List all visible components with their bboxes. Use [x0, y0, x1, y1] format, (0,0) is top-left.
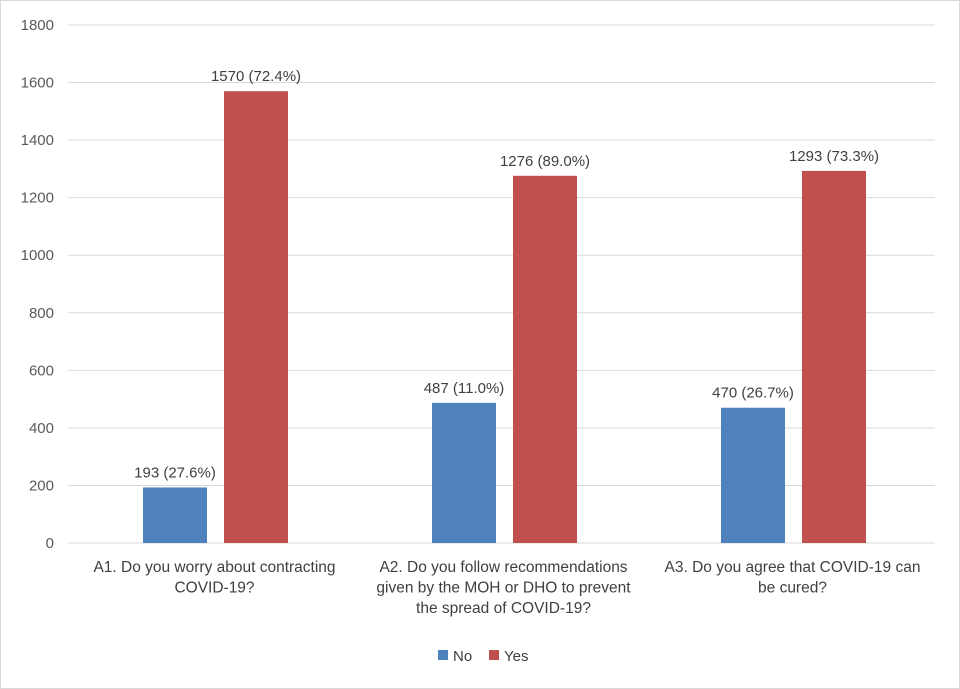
y-tick-label: 1600 [21, 75, 54, 92]
bar-no-1 [143, 487, 207, 543]
y-tick-label: 1800 [21, 17, 54, 34]
y-tick-label: 1400 [21, 132, 54, 149]
data-label-yes-3: 1293 (73.3%) [789, 148, 879, 165]
bar-no-2 [432, 402, 496, 543]
data-label-yes-1: 1570 (72.4%) [211, 68, 301, 85]
category-label-line: given by the MOH or DHO to prevent [376, 580, 631, 597]
bar-no-3 [721, 407, 785, 543]
bars [143, 91, 866, 544]
category-label-line: A3. Do you agree that COVID-19 can [665, 559, 921, 576]
y-tick-label: 600 [29, 362, 54, 379]
data-label-no-1: 193 (27.6%) [134, 464, 216, 481]
bar-yes-1 [224, 91, 288, 543]
category-label-line: A1. Do you worry about contracting [93, 559, 335, 576]
y-axis-tick-labels: 0 200 400 600 800 1000 1200 1400 1600 1800 [21, 17, 54, 552]
gridlines [68, 24, 935, 544]
data-labels: 193 (27.6%) 1570 (72.4%) 487 (11.0%) 1276 (… [134, 68, 879, 481]
x-axis-category-labels: A1. Do you worry about contracting COVID-… [93, 559, 920, 617]
y-tick-label: 400 [29, 420, 54, 437]
legend-swatch-yes [489, 650, 499, 660]
category-label-line: A2. Do you follow recommendations [379, 559, 627, 576]
data-label-no-2: 487 (11.0%) [424, 380, 505, 397]
bar-yes-2 [513, 175, 577, 543]
legend-label-no: No [453, 648, 472, 665]
legend-swatch-no [438, 650, 448, 660]
category-label-line: COVID-19? [174, 580, 254, 597]
y-tick-label: 1200 [21, 190, 54, 207]
data-label-no-3: 470 (26.7%) [712, 385, 794, 402]
data-label-yes-2: 1276 (89.0%) [500, 153, 590, 170]
y-tick-label: 1000 [21, 247, 54, 264]
y-tick-label: 200 [29, 477, 54, 494]
category-label-line: the spread of COVID-19? [416, 600, 591, 617]
category-label-line: be cured? [758, 580, 827, 597]
bar-yes-3 [802, 170, 866, 544]
legend: No Yes [438, 648, 528, 665]
y-tick-label: 800 [29, 305, 54, 322]
legend-label-yes: Yes [504, 648, 528, 665]
y-tick-label: 0 [46, 535, 54, 552]
